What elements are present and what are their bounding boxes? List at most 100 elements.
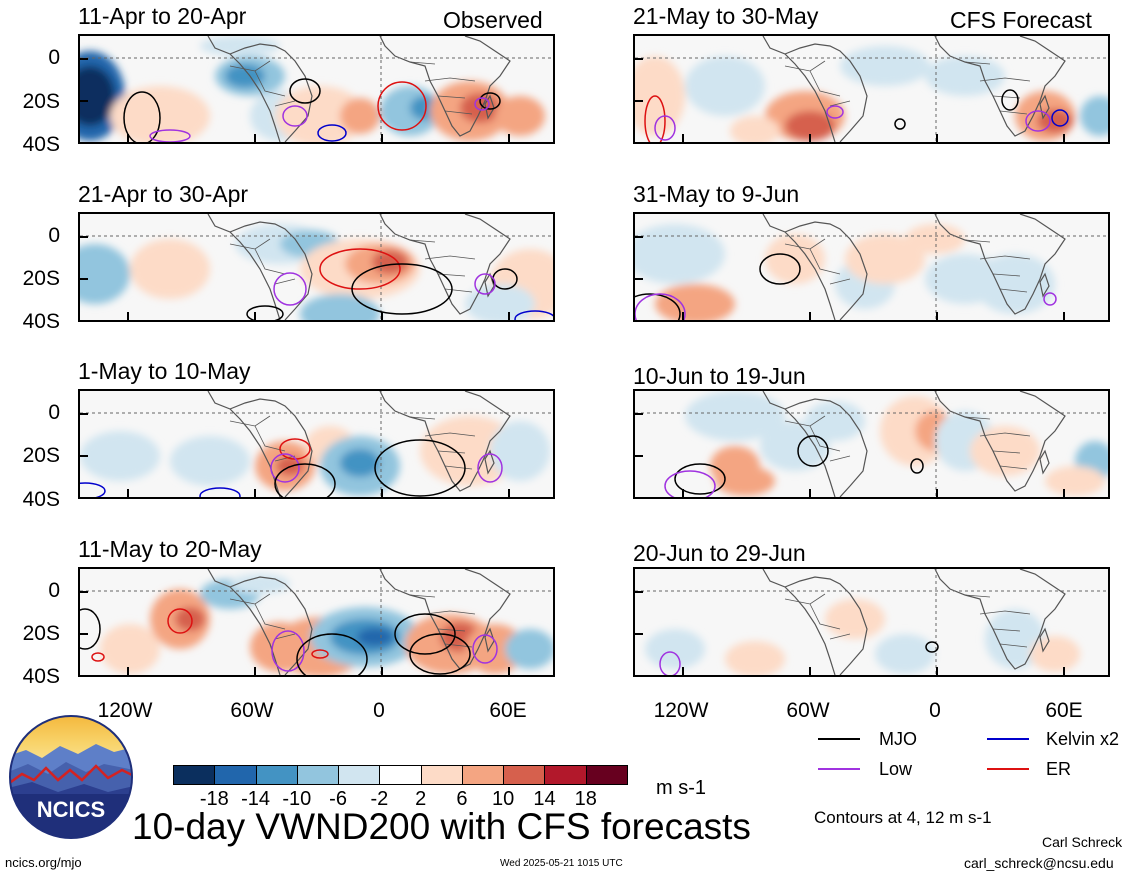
lat-label-20s: 20S (22, 90, 60, 113)
axis-tick (809, 134, 811, 142)
site-url: ncics.org/mjo (5, 855, 82, 870)
panel-title-obs-2: 21-Apr to 30-Apr (78, 181, 249, 207)
anomaly-shading (1080, 96, 1108, 136)
coastline (784, 593, 1031, 648)
anomaly-shading (490, 421, 550, 481)
filtered-contour (296, 633, 368, 675)
anomaly-shading (970, 426, 1040, 476)
coastline (1039, 272, 1050, 298)
axis-tick (381, 134, 383, 142)
colorbar-swatch (420, 765, 463, 785)
axis-tick (381, 312, 383, 320)
axis-tick (254, 134, 256, 142)
filtered-contour (759, 253, 801, 285)
legend-low-label: Low (879, 759, 913, 779)
anomaly-shading (1045, 466, 1105, 496)
axis-tick (635, 633, 643, 635)
lon-label-0: 0 (929, 699, 941, 722)
lon-label-0: 0 (373, 699, 385, 722)
map-panel-obs-4 (78, 567, 555, 677)
anomaly-shading (845, 234, 925, 284)
author-email: carl_schreck@ncsu.edu (964, 855, 1114, 871)
colorbar-swatch (379, 765, 422, 785)
anomaly-shading (495, 96, 545, 136)
axis-tick (682, 134, 684, 142)
anomaly-shading (357, 628, 393, 646)
anomaly-shading (785, 111, 835, 141)
coastline (229, 593, 476, 648)
main-title: 10-day VWND200 with CFS forecasts (132, 806, 751, 847)
panel-title-obs-4: 11-May to 20-May (78, 536, 262, 562)
colorbar-tick-label: 6 (456, 788, 468, 810)
anomaly-shading (925, 56, 1005, 96)
anomaly-shading (685, 391, 785, 441)
axis-tick (80, 633, 88, 635)
lat-label-40s: 40S (22, 310, 60, 333)
lat-label-20s: 20S (22, 622, 60, 645)
map-panel-fc-2 (633, 212, 1110, 322)
anomaly-shading (80, 431, 160, 481)
axis-tick (635, 591, 643, 593)
filtered-contour (274, 463, 336, 497)
map-panel-fc-1 (633, 34, 1110, 144)
author-name: Carl Schreck (1042, 834, 1123, 850)
anomaly-shading (80, 66, 115, 126)
colorbar-swatch (255, 765, 298, 785)
axis-tick (254, 489, 256, 497)
filtered-contour (80, 482, 106, 497)
coastline (207, 214, 313, 320)
axis-tick (127, 312, 129, 320)
filtered-contour (246, 305, 284, 320)
filtered-contour (167, 608, 193, 634)
panel-title-fc-2: 31-May to 9-Jun (633, 181, 800, 207)
anomaly-shading (840, 46, 930, 86)
panel-title-fc-4: 20-Jun to 29-Jun (633, 540, 806, 566)
axis-tick (80, 591, 88, 593)
anomaly-map (80, 214, 553, 320)
axis-tick (635, 236, 643, 238)
filtered-contour (1051, 109, 1069, 127)
filtered-contour (80, 608, 101, 650)
map-panel-obs-1 (78, 34, 555, 144)
observed-label: Observed (443, 7, 543, 33)
timestamp: Wed 2025-05-21 1015 UTC (500, 858, 623, 869)
axis-tick (936, 312, 938, 320)
colorbar-tick-label: 10 (492, 788, 515, 810)
filtered-contour (477, 453, 503, 483)
legend-er-line (987, 768, 1029, 770)
axis-tick (80, 455, 88, 457)
filtered-contour (635, 293, 681, 320)
colorbar-tick-label: 14 (533, 788, 556, 810)
coastline (229, 238, 476, 293)
filtered-contour (1001, 89, 1019, 111)
coastline (762, 569, 868, 675)
anomaly-shading (805, 401, 865, 441)
filtered-contour (635, 293, 686, 320)
anomaly-shading (905, 224, 965, 254)
lat-label-0: 0 (48, 224, 60, 247)
anomaly-shading (175, 607, 205, 631)
colorbar-tick-label: 18 (574, 788, 597, 810)
axis-tick (1063, 134, 1065, 142)
axis-tick (80, 413, 88, 415)
colorbar-tick-label: -14 (241, 788, 270, 810)
svg-text:NCICS: NCICS (37, 797, 105, 822)
lon-label-60e: 60E (1045, 699, 1083, 722)
axis-tick (635, 58, 643, 60)
axis-tick (1063, 667, 1065, 675)
filtered-contour (674, 463, 726, 495)
anomaly-map (635, 36, 1108, 142)
lon-label-120w: 120W (653, 699, 709, 722)
lat-label-40s: 40S (22, 133, 60, 156)
filtered-contour (317, 124, 347, 142)
filtered-contour (377, 81, 427, 131)
axis-tick (936, 134, 938, 142)
filtered-contour (289, 78, 321, 104)
filtered-contour (472, 634, 498, 664)
axis-tick (1063, 489, 1065, 497)
filtered-contour (271, 630, 305, 672)
anomaly-shading (685, 56, 765, 116)
anomaly-shading (655, 284, 735, 320)
filtered-contour (394, 613, 456, 655)
coastline (762, 36, 868, 142)
